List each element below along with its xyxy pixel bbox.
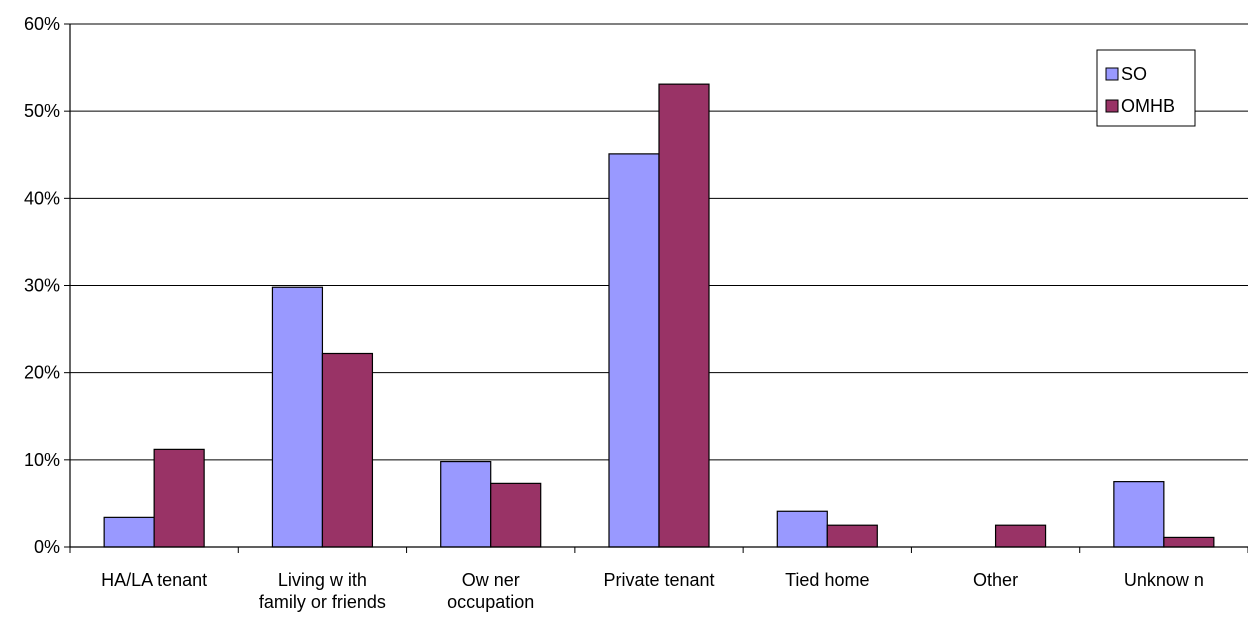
- bar-omhb-2: [490, 482, 542, 548]
- bar-omhb-5: [994, 524, 1047, 548]
- legend-swatch-omhb: [1105, 99, 1119, 113]
- legend-swatch-so: [1105, 67, 1119, 81]
- x-category-label: Living w ith family or friends: [259, 570, 386, 612]
- y-tick-label: 20%: [24, 363, 60, 383]
- bar-so-2: [440, 460, 492, 548]
- bar-omhb-0: [153, 448, 205, 548]
- x-category-label: HA/LA tenant: [101, 570, 207, 590]
- legend: SO OMHB: [1096, 49, 1196, 127]
- x-category-label-line: Tied home: [785, 570, 869, 590]
- y-tick-label: 40%: [24, 188, 60, 208]
- bars: [103, 83, 1215, 548]
- bar-so-3: [608, 153, 660, 548]
- x-category-label-line: family or friends: [259, 592, 386, 612]
- bar-so-6: [1113, 481, 1165, 548]
- x-category-label-line: Other: [973, 570, 1018, 590]
- x-category-label-line: occupation: [447, 592, 534, 612]
- bar-omhb-1: [321, 352, 374, 548]
- x-category-label-line: Unknow n: [1124, 570, 1204, 590]
- x-category-label-line: Private tenant: [603, 570, 714, 590]
- y-tick-label: 50%: [24, 101, 60, 121]
- y-tick-label: 0%: [34, 537, 60, 557]
- bar-omhb-3: [658, 83, 710, 548]
- legend-label-so: SO: [1121, 64, 1147, 84]
- bar-so-1: [271, 286, 324, 548]
- bar-so-0: [103, 516, 155, 548]
- bar-omhb-6: [1163, 536, 1215, 548]
- x-category-label: Unknow n: [1124, 570, 1204, 590]
- x-category-label: Other: [973, 570, 1018, 590]
- x-category-label: Ow ner occupation: [447, 570, 534, 612]
- x-category-label-line: Ow ner: [462, 570, 520, 590]
- y-axis-tick-labels: 0% 10% 20% 30% 40% 50% 60%: [24, 14, 60, 557]
- x-category-label: Private tenant: [603, 570, 714, 590]
- x-category-label-line: HA/LA tenant: [101, 570, 207, 590]
- axes: [69, 24, 1248, 553]
- bar-so-4: [776, 510, 828, 548]
- x-axis-category-labels: HA/LA tenant Living w ith family or friend…: [101, 570, 1204, 612]
- bar-omhb-4: [826, 524, 878, 548]
- y-tick-label: 30%: [24, 276, 60, 296]
- y-tick-label: 10%: [24, 450, 60, 470]
- legend-box: [1096, 49, 1196, 127]
- legend-label-omhb: OMHB: [1121, 96, 1175, 116]
- y-tick-label: 60%: [24, 14, 60, 34]
- x-category-label: Tied home: [785, 570, 869, 590]
- x-category-label-line: Living w ith: [278, 570, 367, 590]
